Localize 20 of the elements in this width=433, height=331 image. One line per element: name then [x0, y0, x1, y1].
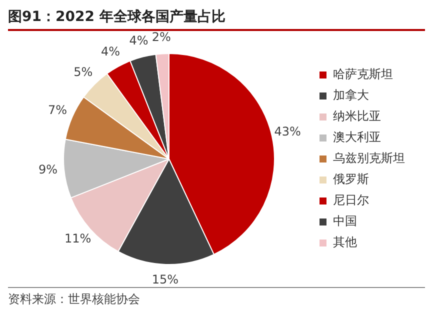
legend-label: 中国 [333, 214, 357, 228]
text: 资料来源：世界核能协会 [8, 291, 141, 308]
legend-label: 乌兹别克斯坦 [333, 151, 405, 166]
legend-label: 俄罗斯 [333, 172, 369, 186]
data-label: 4% [100, 44, 120, 59]
data-label: 5% [74, 65, 93, 80]
legend-label: 澳大利亚 [333, 130, 381, 144]
data-label: 43% [274, 124, 301, 139]
data-label: 2% [152, 30, 171, 44]
chart-title: 图91：2022 年全球各国产量占比 [8, 8, 425, 31]
data-label: 7% [48, 102, 68, 117]
data-label: 15% [152, 272, 179, 287]
legend-label: 尼日尔 [333, 193, 369, 208]
data-label: 11% [64, 231, 92, 246]
legend-label: 哈萨克斯坦 [333, 67, 393, 82]
data-label: 4% [129, 33, 148, 48]
legend-label: 加拿大 [333, 88, 369, 102]
data-label: 9% [38, 162, 58, 177]
legend-label: 其他 [333, 235, 357, 250]
legend-label: 纳米比亚 [333, 109, 381, 124]
